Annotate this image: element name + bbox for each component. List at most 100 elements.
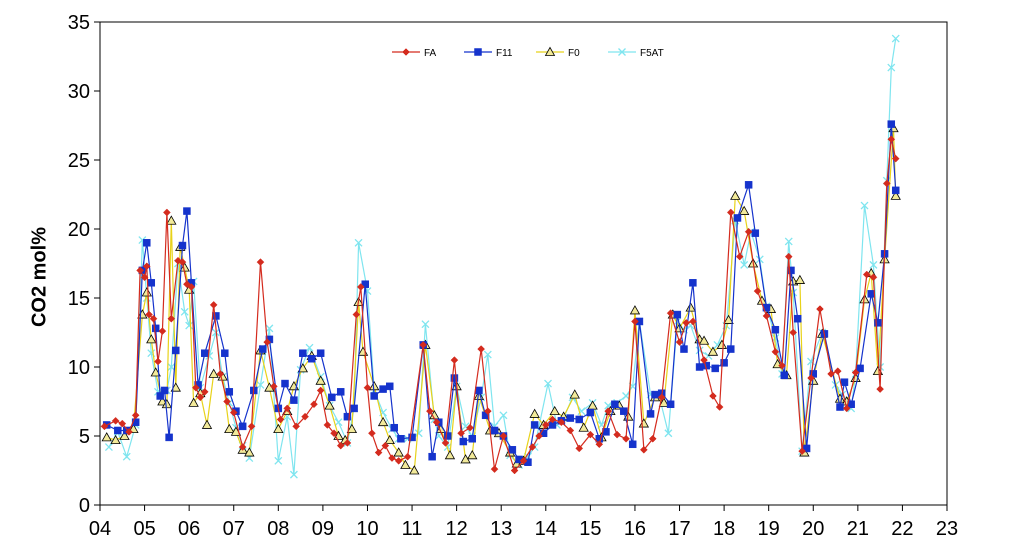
fa-point	[715, 403, 724, 411]
fa-point	[882, 179, 891, 188]
f11-point	[651, 390, 659, 399]
f11-point	[386, 382, 394, 391]
f5at-point	[860, 201, 869, 210]
fa-point	[118, 419, 127, 428]
series-layer	[100, 34, 901, 479]
f11-point	[793, 314, 802, 323]
y-tick-label: 30	[68, 81, 90, 103]
fa-point	[111, 416, 120, 425]
f0-point	[146, 334, 157, 344]
f0-point	[119, 430, 130, 440]
x-tick-label: 13	[490, 518, 512, 540]
y-axis-title: CO2 mol%	[28, 227, 50, 327]
f11-point	[566, 414, 575, 422]
fa-point	[216, 370, 225, 378]
fa-point	[441, 439, 450, 447]
f5at-point	[274, 456, 283, 465]
f11-point	[156, 392, 164, 400]
plot-frame	[99, 21, 948, 506]
f11-point	[468, 435, 476, 443]
f11-point	[258, 345, 267, 353]
plot-area	[99, 21, 948, 506]
f11-point	[508, 446, 517, 454]
fa-point	[356, 283, 365, 291]
fa-point	[490, 465, 499, 473]
f11-point	[695, 363, 704, 371]
f0-point	[685, 302, 696, 312]
series-f11-line	[106, 124, 897, 463]
f11-point	[450, 374, 459, 382]
f11-point	[646, 410, 655, 418]
f11-point	[459, 437, 468, 446]
fa-point	[158, 327, 167, 335]
fa-point	[323, 421, 332, 429]
fa-point	[381, 441, 390, 450]
f11-point	[780, 371, 789, 380]
fa-point	[735, 252, 744, 261]
fa-point	[689, 317, 697, 326]
fa-point	[263, 338, 272, 347]
f0-point	[346, 423, 358, 434]
f11-point	[751, 229, 760, 237]
legend-fa-point	[402, 48, 410, 56]
fa-point	[851, 368, 860, 377]
y-tick-label: 35	[68, 12, 90, 34]
fa-point	[154, 357, 162, 366]
f0-point	[400, 459, 411, 469]
f5at-point	[185, 321, 194, 330]
f11-point	[620, 407, 628, 415]
x-tick-label: 04	[89, 518, 111, 540]
legend-label-f5at: F5AT	[640, 48, 664, 59]
f11-point	[316, 349, 325, 357]
series-fa	[100, 135, 900, 475]
fa-point	[178, 258, 187, 266]
fa-point	[833, 367, 842, 375]
f11-point	[744, 181, 753, 189]
f11-point	[680, 345, 688, 353]
fa-point	[816, 305, 824, 313]
fa-point	[136, 266, 144, 275]
fa-point	[140, 273, 149, 282]
f11-point	[666, 400, 675, 409]
fa-point	[604, 407, 613, 416]
f0-point	[629, 305, 641, 315]
f5at-point	[483, 350, 492, 359]
f11-point	[575, 415, 583, 424]
f11-point	[379, 385, 387, 393]
x-tick-label: 18	[713, 518, 735, 540]
f11-point	[443, 432, 452, 440]
f5at-point	[664, 429, 673, 438]
f11-point	[308, 354, 316, 363]
f11-point	[151, 324, 160, 333]
f0-point	[324, 400, 335, 410]
series-f0-line	[106, 128, 897, 472]
f11-point	[475, 386, 483, 395]
y-tick-label: 15	[68, 288, 90, 310]
fa-point	[283, 404, 292, 413]
fa-point	[648, 434, 657, 443]
f11-point	[428, 452, 436, 461]
f11-point	[221, 349, 229, 357]
fa-point	[510, 466, 519, 475]
x-tick-label: 07	[223, 518, 245, 540]
fa-point	[771, 347, 780, 356]
f11-point	[201, 349, 209, 357]
y-tick-label: 5	[79, 426, 90, 448]
f11-point	[771, 325, 780, 334]
f5at-point	[167, 363, 176, 371]
fa-point	[200, 387, 209, 396]
fa-point	[363, 383, 372, 392]
f0-point	[244, 447, 255, 457]
fa-point	[682, 318, 691, 327]
fa-point	[744, 227, 753, 236]
fa-point	[256, 258, 265, 266]
fa-point	[149, 314, 158, 323]
f11-point	[290, 396, 298, 404]
f0-point	[890, 190, 901, 200]
f5at-point	[544, 379, 552, 388]
f11-point	[336, 388, 345, 396]
f0-point	[166, 215, 177, 225]
fa-point	[388, 454, 396, 462]
f5at-point	[104, 443, 113, 451]
f0-point	[409, 465, 420, 475]
